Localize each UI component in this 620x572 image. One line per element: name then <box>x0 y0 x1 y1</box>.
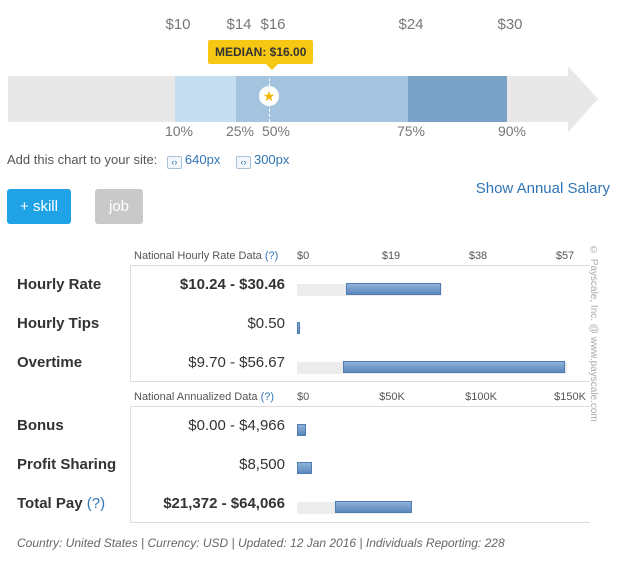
range-bar[interactable] <box>335 501 413 513</box>
divider <box>130 406 590 407</box>
hourly-help-link[interactable]: (?) <box>264 250 279 262</box>
total-pay-help-link[interactable]: (?) <box>86 495 106 512</box>
footer-meta: Country: United States | Currency: USD |… <box>17 536 505 550</box>
row-label-total-pay: Total Pay (?) <box>17 495 106 512</box>
hourly-axis-tick: $0 <box>297 250 310 262</box>
row-value-hourly-rate: $10.24 - $30.46 <box>179 276 285 293</box>
divider <box>130 265 131 381</box>
job-button[interactable]: job <box>95 189 143 224</box>
arrow-head <box>568 66 598 132</box>
code-icon: ‹› <box>166 156 182 169</box>
range-bar[interactable] <box>345 283 442 295</box>
embed-300-link[interactable]: ‹› 300px <box>235 152 289 169</box>
add-skill-button[interactable]: + skill <box>7 189 71 224</box>
code-icon: ‹› <box>235 156 251 169</box>
star-icon: ★ <box>259 86 279 106</box>
hourly-section-title: National Hourly Rate Data (?) <box>134 250 279 262</box>
range-bar[interactable] <box>297 462 313 474</box>
pay-value-90th: $30 <box>497 16 523 33</box>
pay-value-median: $16 <box>260 16 286 33</box>
row-value-hourly-tips: $0.50 <box>247 315 285 332</box>
annual-help-link[interactable]: (?) <box>260 391 275 403</box>
percentile-label-25: 25% <box>225 123 255 139</box>
range-bar[interactable] <box>342 361 566 373</box>
median-tooltip: MEDIAN: $16.00 <box>208 40 314 70</box>
row-value-overtime: $9.70 - $56.67 <box>188 354 285 371</box>
annual-section-title: National Annualized Data (?) <box>134 391 275 403</box>
pay-value-75th: $24 <box>398 16 424 33</box>
percentile-label-10: 10% <box>164 123 194 139</box>
percentile-label-50: 50% <box>261 123 291 139</box>
annual-axis-tick: $0 <box>297 391 310 403</box>
percentile-chart: $10 $14 $16 $24 $30 ★ MEDIAN: $16.00 10%… <box>0 0 620 180</box>
percentile-band-10-25 <box>175 76 236 122</box>
row-label-profit-sharing: Profit Sharing <box>17 456 117 473</box>
percentile-band-75-90 <box>408 76 507 122</box>
hourly-axis-tick: $19 <box>381 250 401 262</box>
row-label-overtime: Overtime <box>17 354 83 371</box>
range-bar[interactable] <box>297 424 306 436</box>
hourly-axis-tick: $57 <box>555 250 575 262</box>
annual-axis-tick: $100K <box>465 391 497 403</box>
hourly-axis-tick: $38 <box>468 250 488 262</box>
divider <box>130 522 590 523</box>
row-value-bonus: $0.00 - $4,966 <box>188 417 285 434</box>
annual-axis-tick: $50K <box>379 391 405 403</box>
divider <box>130 265 590 266</box>
percentile-label-90: 90% <box>497 123 527 139</box>
row-value-total-pay: $21,372 - $64,066 <box>163 495 285 512</box>
row-value-profit-sharing: $8,500 <box>239 456 285 473</box>
percentile-label-75: 75% <box>396 123 426 139</box>
range-bar[interactable] <box>297 322 300 334</box>
copyright-text: © Payscale, Inc. @ www.payscale.com <box>588 245 599 422</box>
show-annual-salary-link[interactable]: Show Annual Salary <box>475 180 610 197</box>
row-label-bonus: Bonus <box>17 417 64 434</box>
divider <box>130 406 131 522</box>
row-label-hourly-rate: Hourly Rate <box>17 276 102 293</box>
divider <box>130 381 590 382</box>
pay-value-10th: $10 <box>165 16 191 33</box>
embed-chart-bar: Add this chart to your site: ‹› 640px ‹› 3… <box>7 152 289 169</box>
pay-value-25th: $14 <box>226 16 252 33</box>
embed-label: Add this chart to your site: <box>7 152 158 167</box>
annual-axis-tick: $150K <box>554 391 586 403</box>
row-label-hourly-tips: Hourly Tips <box>17 315 100 332</box>
embed-640-link[interactable]: ‹› 640px <box>166 152 220 169</box>
